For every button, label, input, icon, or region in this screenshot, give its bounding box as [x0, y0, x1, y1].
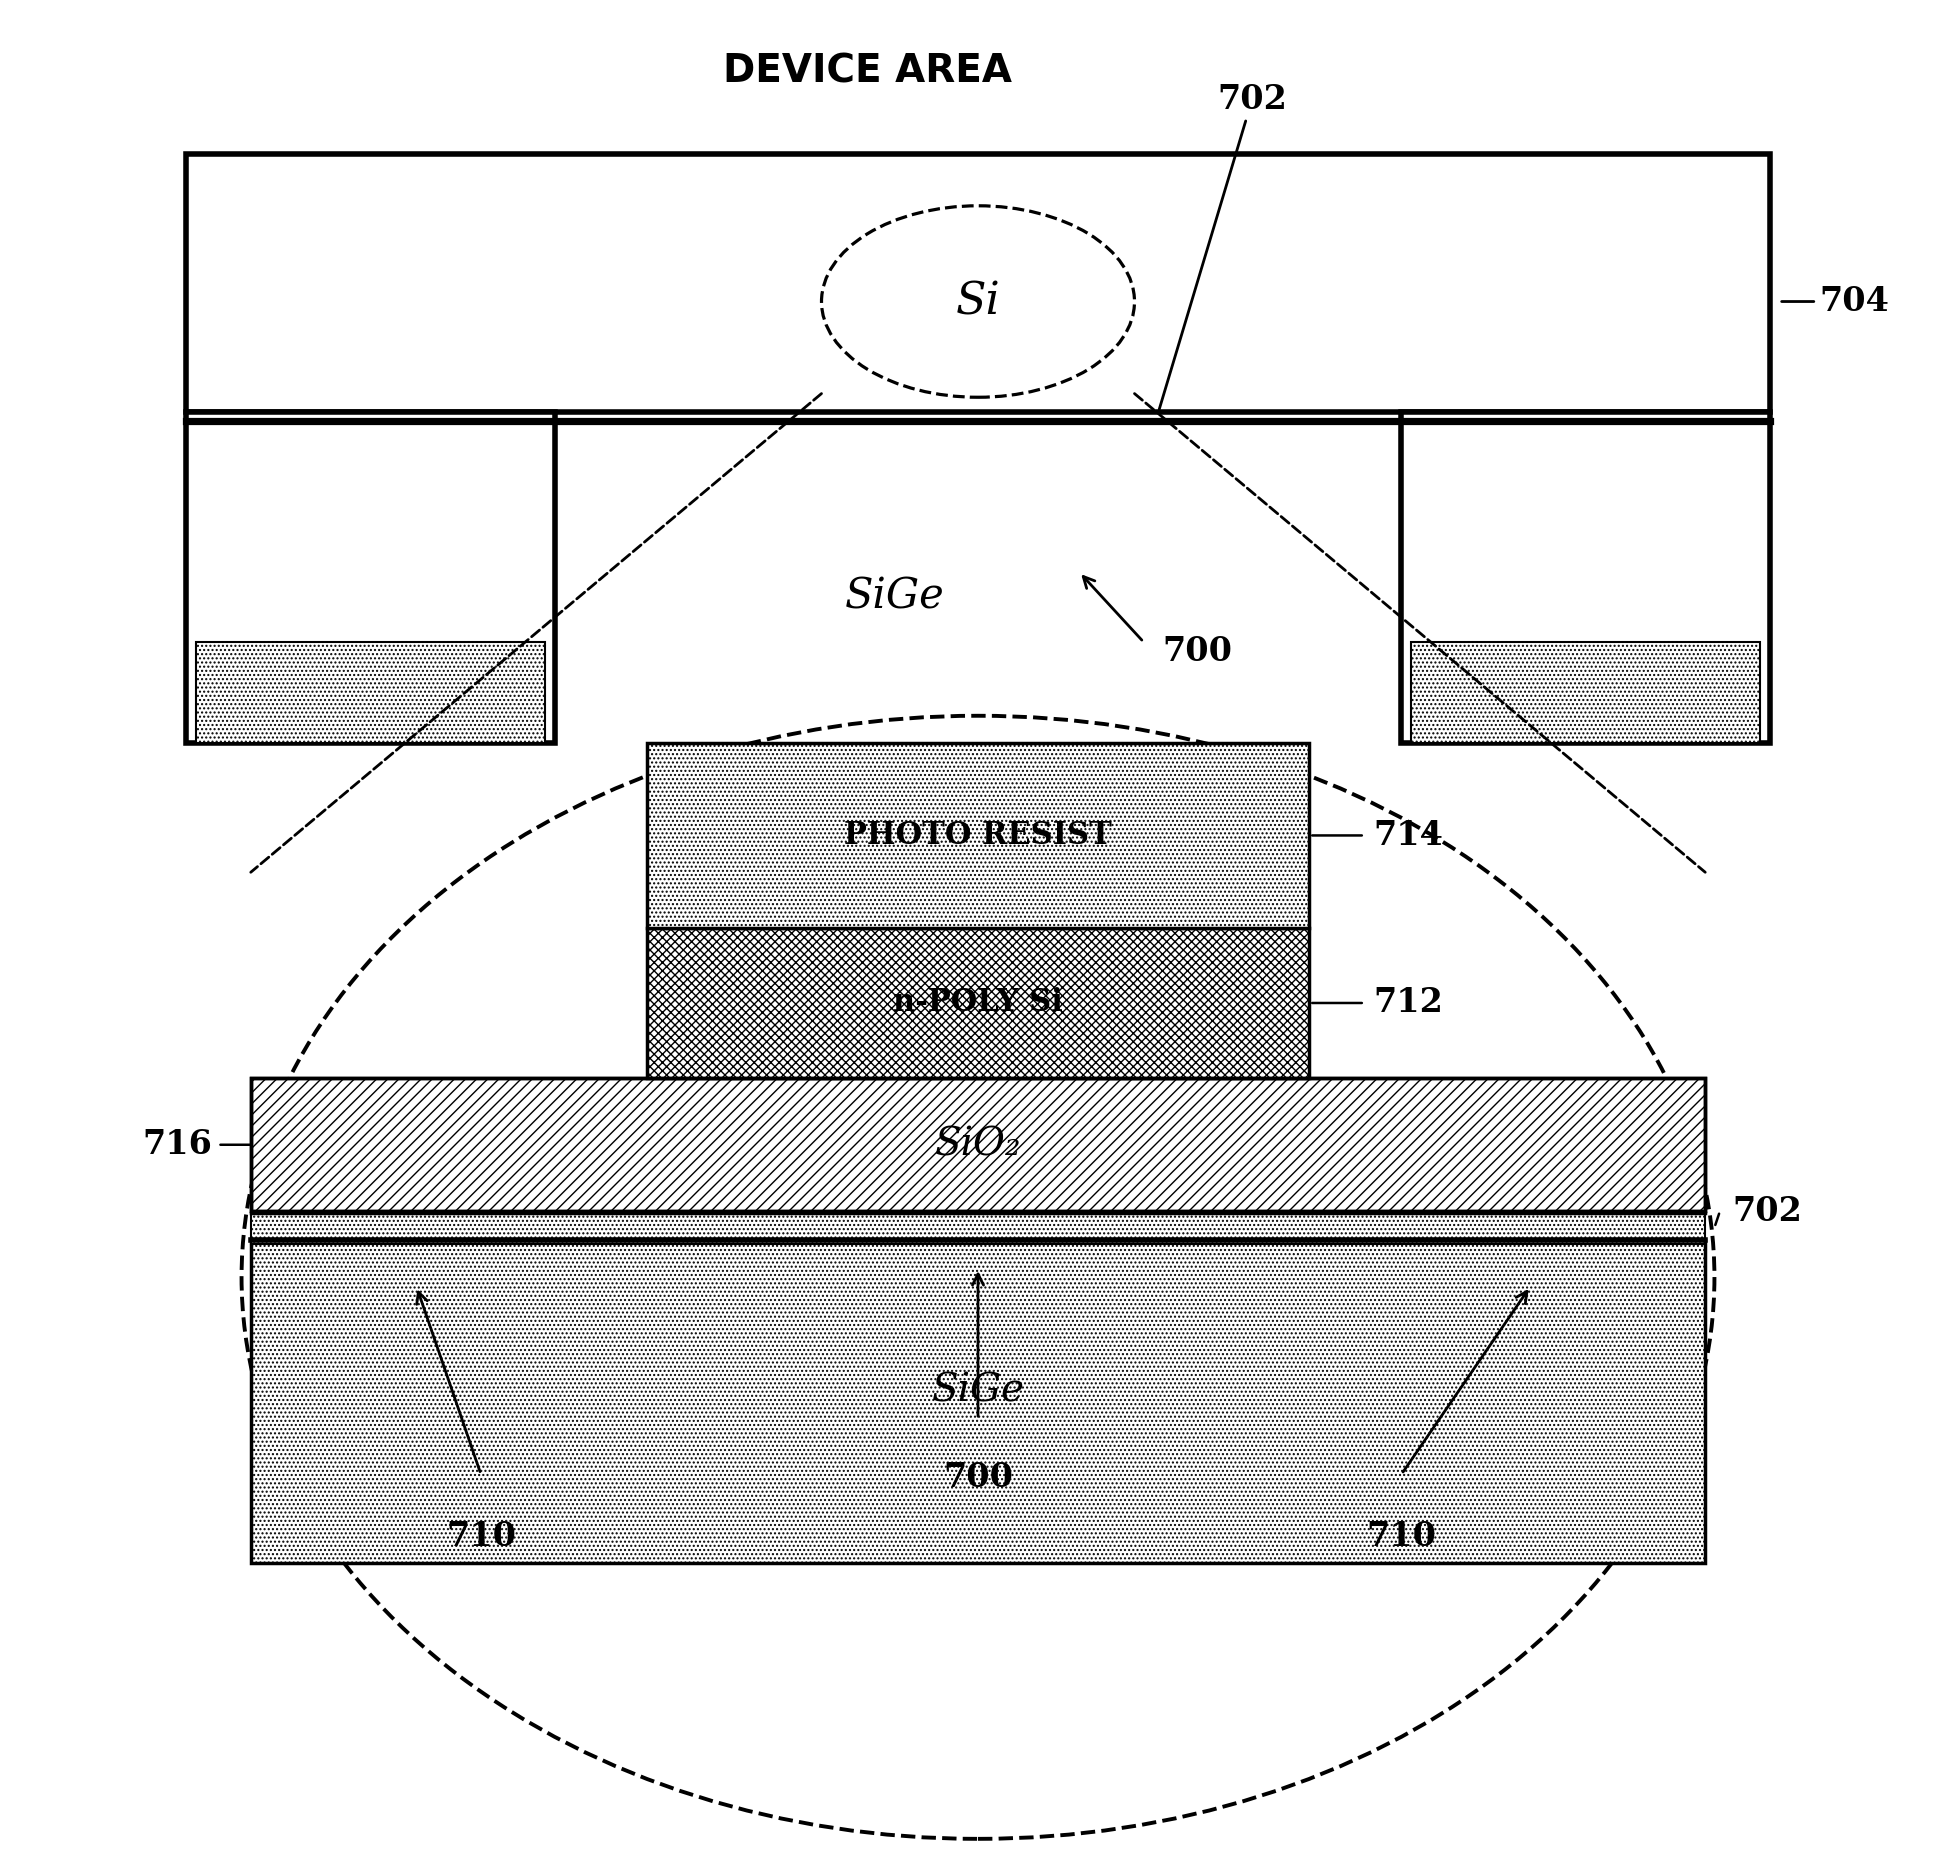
Text: 716: 716	[143, 1128, 211, 1161]
Bar	[250, 1241, 1705, 1562]
Text: Si: Si	[956, 280, 999, 323]
Text: SiGe: SiGe	[845, 575, 944, 618]
Bar	[186, 154, 1769, 412]
Ellipse shape	[240, 716, 1715, 1838]
Text: 702: 702	[1159, 82, 1286, 410]
Text: DEVICE AREA: DEVICE AREA	[723, 52, 1011, 91]
Text: 704: 704	[1781, 286, 1889, 317]
Text: 700: 700	[942, 1462, 1013, 1495]
Bar	[196, 642, 545, 744]
Bar	[250, 1211, 1705, 1245]
Text: PHOTO RESIST: PHOTO RESIST	[845, 820, 1110, 851]
Text: SiO₂: SiO₂	[934, 1126, 1021, 1163]
Bar	[250, 1078, 1705, 1211]
Text: 712: 712	[1372, 987, 1443, 1020]
Text: SiGe: SiGe	[931, 1373, 1024, 1410]
Bar	[250, 1078, 1705, 1211]
Ellipse shape	[821, 206, 1134, 397]
Text: 700: 700	[1161, 634, 1232, 668]
Bar	[186, 412, 555, 744]
Text: 702: 702	[1732, 1195, 1803, 1228]
Text: 710: 710	[1367, 1521, 1435, 1553]
Text: 714: 714	[1372, 818, 1443, 851]
Text: 710: 710	[446, 1521, 516, 1553]
Bar	[647, 928, 1308, 1078]
Bar	[1400, 412, 1769, 744]
Text: n-POLY Si: n-POLY Si	[893, 987, 1062, 1018]
Bar	[1410, 642, 1760, 744]
Bar	[250, 1078, 461, 1211]
Bar	[647, 744, 1308, 928]
Bar	[1494, 1078, 1705, 1211]
